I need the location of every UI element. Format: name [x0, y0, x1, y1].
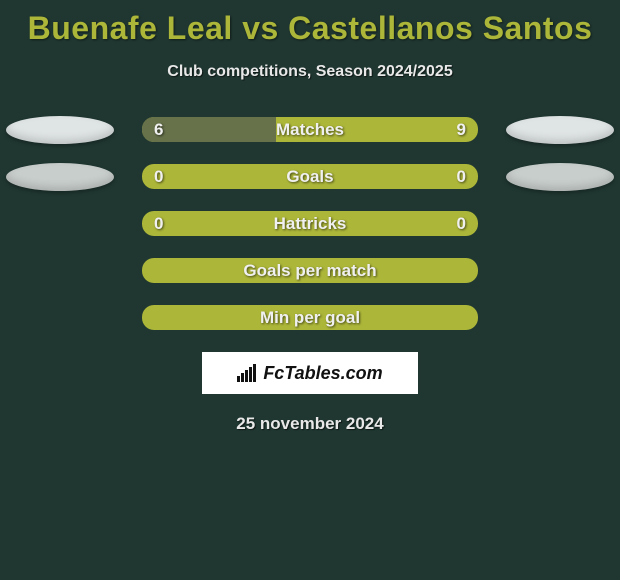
stat-label: Min per goal — [260, 308, 360, 328]
stat-label: Goals — [286, 167, 333, 187]
stat-value-right: 9 — [457, 120, 466, 140]
stat-row: Goals per match — [0, 258, 620, 283]
stat-value-left: 0 — [154, 214, 163, 234]
team-ellipse-left — [6, 163, 114, 191]
source-badge-text: FcTables.com — [263, 363, 382, 384]
date-label: 25 november 2024 — [236, 414, 383, 434]
stat-bar: 6 Matches 9 — [142, 117, 478, 142]
stat-row: 6 Matches 9 — [0, 117, 620, 142]
stat-label: Goals per match — [243, 261, 376, 281]
page-title: Buenafe Leal vs Castellanos Santos — [28, 10, 593, 47]
comparison-card: Buenafe Leal vs Castellanos Santos Club … — [0, 0, 620, 434]
page-subtitle: Club competitions, Season 2024/2025 — [167, 63, 452, 81]
stat-row: 0 Hattricks 0 — [0, 211, 620, 236]
stat-label: Matches — [276, 120, 344, 140]
team-ellipse-right — [506, 163, 614, 191]
source-badge: FcTables.com — [202, 352, 418, 394]
stat-row: Min per goal — [0, 305, 620, 330]
stat-value-right: 0 — [457, 214, 466, 234]
stat-value-left: 0 — [154, 167, 163, 187]
stat-bar: 0 Goals 0 — [142, 164, 478, 189]
bar-chart-icon — [237, 364, 259, 382]
stat-value-left: 6 — [154, 120, 163, 140]
team-ellipse-right — [506, 116, 614, 144]
stat-rows: 6 Matches 9 0 Goals 0 0 Hattricks 0 Goals per mat… — [0, 117, 620, 330]
stat-bar: Goals per match — [142, 258, 478, 283]
team-ellipse-left — [6, 116, 114, 144]
stat-row: 0 Goals 0 — [0, 164, 620, 189]
stat-bar: Min per goal — [142, 305, 478, 330]
stat-label: Hattricks — [274, 214, 347, 234]
stat-value-right: 0 — [457, 167, 466, 187]
stat-bar: 0 Hattricks 0 — [142, 211, 478, 236]
